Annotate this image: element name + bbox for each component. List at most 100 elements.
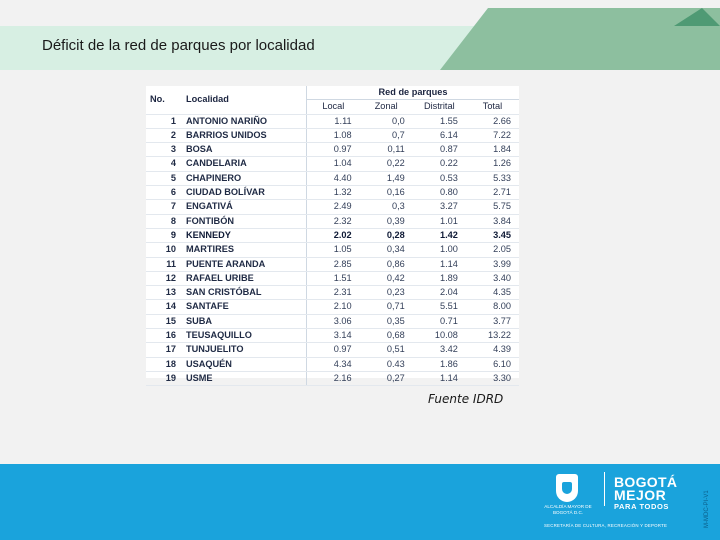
cell-zonal: 0,11 [359, 142, 413, 158]
table-subheader-row: Local Zonal Distrital Total [146, 99, 519, 115]
cell-local: 2.31 [306, 285, 360, 301]
table-row: 8 FONTIBÓN 2.32 0,39 1.01 3.84 [146, 214, 519, 229]
cell-localidad: BOSA [182, 142, 307, 158]
cell-distrital: 1.00 [412, 242, 466, 258]
cell-no: 11 [146, 257, 182, 272]
cell-total: 4.35 [465, 285, 519, 301]
cell-zonal: 0,23 [359, 285, 413, 301]
cell-no: 13 [146, 285, 182, 301]
cell-distrital: 0.80 [412, 185, 466, 201]
cell-localidad: ANTONIO NARIÑO [182, 114, 307, 129]
header-localidad: Localidad [182, 86, 307, 115]
header-red-de-parques: Red de parques [306, 86, 519, 101]
table-row: 4 CANDELARIA 1.04 0,22 0.22 1.26 [146, 156, 519, 172]
cell-distrital: 10.08 [412, 328, 466, 344]
cell-zonal: 0,16 [359, 185, 413, 201]
cell-distrital: 3.42 [412, 342, 466, 358]
cell-local: 4.34 [306, 357, 360, 372]
table-row: 11 PUENTE ARANDA 2.85 0,86 1.14 3.99 [146, 257, 519, 272]
cell-distrital: 0.53 [412, 171, 466, 187]
deco-band-shape [440, 8, 720, 70]
cell-distrital: 1.42 [412, 228, 466, 244]
cell-distrital: 6.14 [412, 128, 466, 144]
cell-localidad: SANTAFE [182, 299, 307, 315]
table-row: 10 MARTIRES 1.05 0,34 1.00 2.05 [146, 242, 519, 258]
cell-distrital: 3.27 [412, 199, 466, 215]
bogota-coat-of-arms-icon [556, 474, 578, 502]
cell-distrital: 1.89 [412, 271, 466, 287]
table-row: 17 TUNJUELITO 0.97 0,51 3.42 4.39 [146, 342, 519, 358]
cell-zonal: 0,42 [359, 271, 413, 287]
cell-local: 4.40 [306, 171, 360, 187]
table-row: 7 ENGATIVÁ 2.49 0,3 3.27 5.75 [146, 199, 519, 215]
cell-no: 7 [146, 199, 182, 215]
corner-decoration [440, 8, 720, 70]
cell-total: 3.45 [465, 228, 519, 244]
cell-distrital: 1.55 [412, 114, 466, 129]
cell-total: 1.84 [465, 142, 519, 158]
cell-local: 2.32 [306, 214, 360, 229]
logo-divider [604, 472, 605, 506]
cell-zonal: 0,28 [359, 228, 413, 244]
deficit-table: No. Localidad Red de parques Local Zonal… [146, 86, 519, 387]
cell-total: 2.71 [465, 185, 519, 201]
cell-no: 19 [146, 371, 182, 387]
cell-local: 2.16 [306, 371, 360, 387]
bogota-wordmark: BOGOTÁ [614, 474, 678, 490]
cell-no: 5 [146, 171, 182, 187]
cell-local: 2.49 [306, 199, 360, 215]
cell-total: 3.30 [465, 371, 519, 387]
cell-local: 3.06 [306, 314, 360, 330]
cell-localidad: PUENTE ARANDA [182, 257, 307, 272]
cell-total: 8.00 [465, 299, 519, 315]
cell-no: 4 [146, 156, 182, 172]
cell-no: 15 [146, 314, 182, 330]
cell-no: 3 [146, 142, 182, 158]
cell-localidad: KENNEDY [182, 228, 307, 244]
cell-distrital: 5.51 [412, 299, 466, 315]
cell-localidad: USAQUÉN [182, 357, 307, 372]
table-body: 1 ANTONIO NARIÑO 1.11 0,0 1.55 2.66 2 BARRIOS U… [146, 114, 519, 387]
cell-total: 3.99 [465, 257, 519, 272]
cell-localidad: CIUDAD BOLÍVAR [182, 185, 307, 201]
cell-distrital: 2.04 [412, 285, 466, 301]
mejor-wordmark: MEJOR [614, 487, 667, 503]
secretaria-label: SECRETARÍA DE CULTURA, RECREACIÓN Y DEPO… [544, 523, 668, 528]
cell-local: 0.97 [306, 342, 360, 358]
cell-zonal: 0,51 [359, 342, 413, 358]
footer-bar [0, 464, 720, 540]
cell-distrital: 0.71 [412, 314, 466, 330]
cell-total: 2.66 [465, 114, 519, 129]
table-row: 19 USME 2.16 0,27 1.14 3.30 [146, 371, 519, 387]
table-row: 3 BOSA 0.97 0,11 0.87 1.84 [146, 142, 519, 158]
cell-localidad: SUBA [182, 314, 307, 330]
cell-localidad: CANDELARIA [182, 156, 307, 172]
page-title: Déficit de la red de parques por localid… [42, 37, 315, 54]
cell-no: 17 [146, 342, 182, 358]
alcaldia-label: ALCALDÍA MAYOR DE BOGOTÁ D.C. [544, 504, 592, 515]
cell-total: 1.26 [465, 156, 519, 172]
cell-total: 5.75 [465, 199, 519, 215]
cell-no: 14 [146, 299, 182, 315]
cell-no: 12 [146, 271, 182, 287]
table-row: 2 BARRIOS UNIDOS 1.08 0,7 6.14 7.22 [146, 128, 519, 144]
deco-triangle-shape [674, 8, 720, 26]
cell-localidad: CHAPINERO [182, 171, 307, 187]
cell-total: 7.22 [465, 128, 519, 144]
header-local: Local [306, 99, 360, 115]
cell-localidad: BARRIOS UNIDOS [182, 128, 307, 144]
cell-localidad: USME [182, 371, 307, 387]
cell-local: 1.08 [306, 128, 360, 144]
para-todos-wordmark: PARA TODOS [614, 502, 670, 511]
cell-total: 13.22 [465, 328, 519, 344]
cell-zonal: 0,39 [359, 214, 413, 229]
cell-local: 1.51 [306, 271, 360, 287]
cell-distrital: 0.22 [412, 156, 466, 172]
table-row: 6 CIUDAD BOLÍVAR 1.32 0,16 0.80 2.71 [146, 185, 519, 201]
cell-local: 1.05 [306, 242, 360, 258]
cell-distrital: 1.14 [412, 257, 466, 272]
table-row: 14 SANTAFE 2.10 0,71 5.51 8.00 [146, 299, 519, 315]
cell-local: 3.14 [306, 328, 360, 344]
cell-distrital: 1.14 [412, 371, 466, 387]
table-row: 16 TEUSAQUILLO 3.14 0,68 10.08 13.22 [146, 328, 519, 344]
